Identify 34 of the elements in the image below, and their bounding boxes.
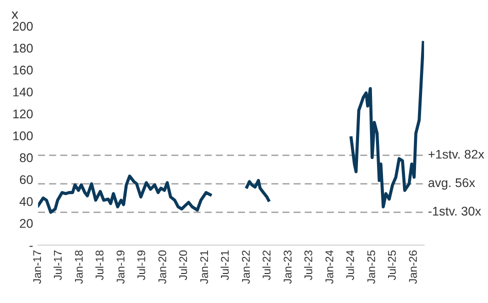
x-tick-label: Jan-20 [158, 250, 166, 284]
x-tick-label: Jan-21 [200, 250, 208, 284]
x-tick-label: Jan-24 [325, 250, 334, 284]
x-tick-label: Jul-22 [262, 250, 271, 280]
x-tick-label: Jul-20 [178, 250, 188, 280]
ref-line-label: -1stv. 30x [428, 206, 482, 216]
y-tick-label: 200 [12, 22, 33, 31]
y-axis-title: x [12, 11, 18, 19]
x-tick-label: Jul-17 [54, 250, 62, 280]
x-tick-label: Jul-21 [220, 250, 229, 280]
y-tick-label: 80 [20, 153, 33, 162]
y-tick-label: - [30, 246, 33, 247]
x-tick-label: Jul-18 [95, 250, 104, 280]
x-tick-label: Jan-26 [409, 250, 417, 284]
x-tick-label: Jul-24 [346, 250, 354, 280]
y-tick-label: 40 [20, 197, 33, 206]
y-tick-label: 100 [13, 131, 33, 140]
x-tick-label: Jan-23 [284, 250, 292, 284]
y-tick-label: 60 [20, 175, 33, 184]
y-tick-label: 180 [13, 44, 33, 53]
y-tick-label: 160 [13, 66, 33, 75]
y-tick-label: 120 [13, 109, 33, 118]
y-tick-label: 20 [20, 219, 33, 228]
x-tick-label: Jan-25 [367, 250, 376, 284]
y-tick-label: 140 [13, 88, 33, 96]
ref-line-label: +1stv. 82x [428, 150, 484, 159]
x-tick-label: Jan-18 [74, 250, 83, 284]
x-tick-label: Jan-22 [242, 250, 250, 284]
x-tick-label: Jul-25 [388, 250, 396, 280]
x-tick-label: Jul-23 [304, 250, 312, 280]
x-tick-label: Jul-19 [137, 250, 146, 280]
x-tick-label: Jan-19 [116, 250, 125, 284]
ref-line-label: avg. 56x [428, 178, 476, 190]
x-tick-label: Jan-17 [33, 250, 42, 284]
